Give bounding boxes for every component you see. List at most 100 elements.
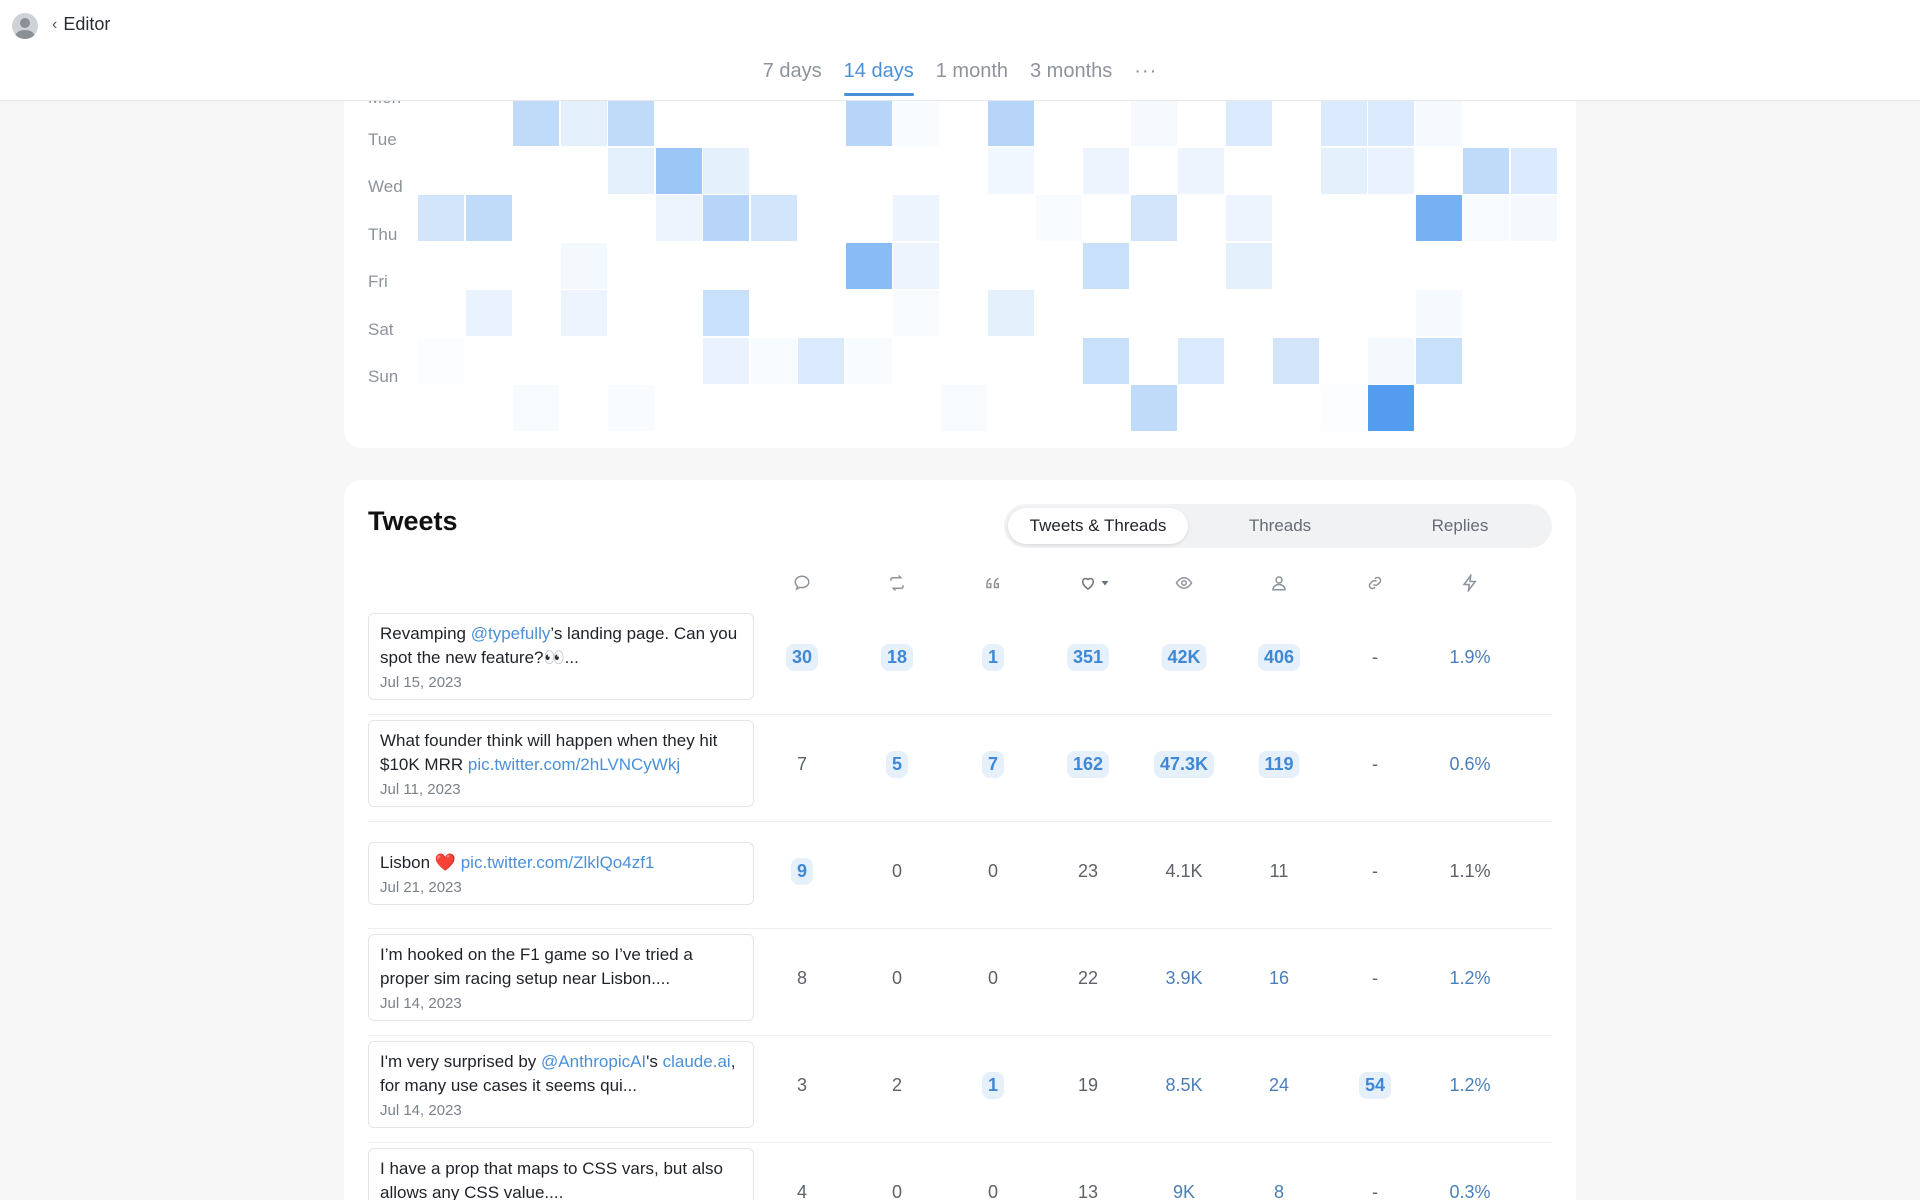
tweet-preview[interactable]: I'm very surprised by @AnthropicAI's cla… — [368, 1041, 754, 1128]
metric-replies[interactable]: 30 — [785, 644, 819, 671]
metric-profile-visits[interactable]: 406 — [1257, 644, 1301, 671]
heatmap-cell[interactable] — [1415, 195, 1462, 241]
metric-replies[interactable]: 9 — [790, 858, 814, 885]
metric-impressions[interactable]: 47.3K — [1153, 751, 1215, 778]
heatmap-cell[interactable] — [1178, 337, 1224, 384]
heatmap-cell[interactable] — [846, 338, 892, 384]
heatmap-cell[interactable] — [465, 195, 512, 241]
metric-quotes[interactable]: 7 — [981, 751, 1005, 778]
heatmap-cell[interactable] — [1321, 385, 1367, 431]
heatmap-cell[interactable] — [1415, 337, 1462, 384]
tab-1-month[interactable]: 1 month — [935, 60, 1008, 82]
heatmap-cell[interactable] — [560, 100, 607, 146]
tweet-link[interactable]: claude.ai — [662, 1052, 731, 1071]
metric-retweets[interactable]: 18 — [880, 644, 914, 671]
more-ranges-button[interactable]: ··· — [1134, 60, 1158, 82]
filter-replies[interactable]: Replies — [1431, 516, 1489, 535]
heatmap-cell[interactable] — [608, 100, 654, 146]
heatmap-cell[interactable] — [893, 100, 939, 146]
retweet-icon[interactable] — [882, 568, 912, 598]
heatmap-cell[interactable] — [1415, 100, 1462, 146]
metric-retweets[interactable]: 5 — [885, 751, 909, 778]
heatmap-cell[interactable] — [1320, 147, 1367, 194]
tweet-row[interactable]: Lisbon ❤️ pic.twitter.com/ZlklQo4zf1 Jul … — [368, 822, 1552, 929]
heatmap-cell[interactable] — [1463, 195, 1509, 241]
heatmap-cell[interactable] — [893, 195, 939, 241]
tweet-preview[interactable]: I’m hooked on the F1 game so I’ve tried … — [368, 934, 754, 1021]
heatmap-cell[interactable] — [1510, 147, 1557, 194]
heatmap-cell[interactable] — [845, 100, 892, 146]
back-to-editor-button[interactable]: ‹ Editor — [52, 14, 110, 35]
heatmap-cell[interactable] — [1130, 195, 1177, 241]
heatmap-cell[interactable] — [418, 338, 464, 384]
heatmap-cell[interactable] — [988, 290, 1034, 336]
heatmap-cell[interactable] — [1036, 195, 1082, 241]
heatmap-cell[interactable] — [1320, 100, 1367, 146]
metric-likes[interactable]: 351 — [1066, 644, 1110, 671]
heatmap-cell[interactable] — [1130, 385, 1177, 431]
heatmap-cell[interactable] — [1463, 147, 1509, 194]
heatmap-cell[interactable] — [513, 100, 559, 146]
bolt-icon[interactable] — [1455, 568, 1485, 598]
heatmap-cell[interactable] — [1225, 100, 1272, 146]
tweet-row[interactable]: Revamping @typefully’s landing page. Can… — [368, 608, 1552, 715]
tweet-preview[interactable]: Revamping @typefully’s landing page. Can… — [368, 613, 754, 700]
tweet-link[interactable]: @typefully — [470, 624, 551, 643]
metric-profile-visits[interactable]: 119 — [1258, 751, 1300, 778]
heatmap-cell[interactable] — [703, 337, 749, 384]
user-icon[interactable] — [1264, 568, 1294, 598]
heatmap-cell[interactable] — [513, 385, 559, 431]
comment-icon[interactable] — [787, 568, 817, 598]
tweet-row[interactable]: I’m hooked on the F1 game so I’ve tried … — [368, 929, 1552, 1036]
heatmap-cell[interactable] — [608, 385, 654, 431]
heart-sort-icon[interactable] — [1075, 568, 1115, 598]
tweet-row[interactable]: What founder think will happen when they… — [368, 715, 1552, 822]
tweet-link[interactable]: pic.twitter.com/ZlklQo4zf1 — [460, 853, 655, 872]
heatmap-cell[interactable] — [1368, 385, 1414, 431]
quote-icon[interactable] — [978, 568, 1008, 598]
heatmap-cell[interactable] — [798, 337, 844, 384]
heatmap-cell[interactable] — [750, 337, 797, 384]
heatmap-cell[interactable] — [1368, 147, 1414, 194]
tweet-link[interactable]: @AnthropicAI — [541, 1052, 647, 1071]
heatmap-cell[interactable] — [1368, 337, 1414, 384]
heatmap-cell[interactable] — [1415, 290, 1462, 336]
heatmap-cell[interactable] — [1178, 147, 1224, 194]
tab-14-days[interactable]: 14 days — [843, 60, 914, 96]
heatmap-cell[interactable] — [893, 242, 939, 289]
metric-quotes[interactable]: 1 — [981, 1072, 1005, 1099]
heatmap-cell[interactable] — [703, 195, 749, 241]
metric-link-clicks[interactable]: 54 — [1358, 1072, 1392, 1099]
heatmap-cell[interactable] — [988, 100, 1034, 146]
tab-3-months[interactable]: 3 months — [1030, 60, 1113, 82]
heatmap-cell[interactable] — [893, 290, 939, 336]
heatmap-cell[interactable] — [418, 195, 464, 241]
heatmap-cell[interactable] — [1083, 337, 1129, 384]
heatmap-cell[interactable] — [1083, 147, 1129, 194]
heatmap-cell[interactable] — [1225, 242, 1272, 289]
heatmap-cell[interactable] — [703, 290, 749, 336]
heatmap-cell[interactable] — [560, 242, 607, 289]
heatmap-cell[interactable] — [560, 290, 607, 336]
heatmap-cell[interactable] — [655, 195, 702, 241]
link-icon[interactable] — [1360, 568, 1390, 598]
tweet-preview[interactable]: I have a prop that maps to CSS vars, but… — [368, 1148, 754, 1200]
metric-likes[interactable]: 162 — [1066, 751, 1110, 778]
heatmap-cell[interactable] — [988, 147, 1034, 194]
filter-tweets-threads[interactable]: Tweets & Threads — [1008, 508, 1188, 544]
metric-quotes[interactable]: 1 — [981, 644, 1005, 671]
heatmap-cell[interactable] — [1083, 242, 1129, 289]
heatmap-cell[interactable] — [703, 147, 749, 194]
tweet-row[interactable]: I have a prop that maps to CSS vars, but… — [368, 1143, 1552, 1200]
filter-threads[interactable]: Threads — [1248, 516, 1312, 535]
heatmap-cell[interactable] — [1130, 100, 1177, 146]
heatmap-cell[interactable] — [655, 147, 702, 194]
heatmap-cell[interactable] — [608, 147, 654, 194]
heatmap-cell[interactable] — [1368, 100, 1414, 146]
tweet-preview[interactable]: What founder think will happen when they… — [368, 720, 754, 807]
eye-icon[interactable] — [1169, 568, 1199, 598]
heatmap-cell[interactable] — [750, 195, 797, 241]
tweet-row[interactable]: I'm very surprised by @AnthropicAI's cla… — [368, 1036, 1552, 1143]
metric-impressions[interactable]: 42K — [1161, 644, 1207, 671]
heatmap-cell[interactable] — [1225, 195, 1272, 241]
